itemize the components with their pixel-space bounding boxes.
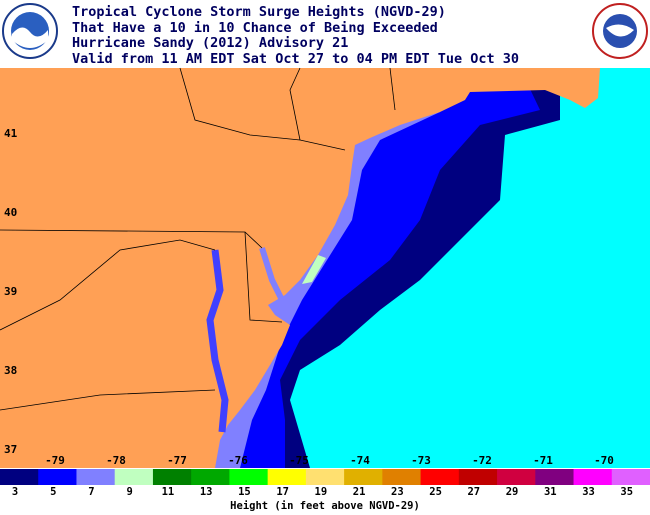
surge-band-highest — [302, 255, 326, 284]
longitude-label: -70 — [594, 454, 614, 467]
legend-swatch — [152, 469, 192, 485]
chesapeake-bay — [206, 249, 229, 433]
legend-label: 35 — [620, 486, 633, 498]
noaa-logo — [2, 3, 58, 59]
legend-swatch — [305, 469, 345, 485]
legend-swatch — [458, 469, 498, 485]
state-borders — [0, 67, 396, 411]
legend-title: Height (in feet above NGVD-29) — [230, 500, 420, 512]
legend-label: 17 — [276, 486, 289, 498]
latitude-label: 40 — [4, 206, 17, 219]
legend-swatch — [573, 469, 613, 485]
legend: 3 5 7 9 11 13 15 17 19 21 23 25 27 29 31 33 35 — [0, 469, 650, 498]
legend-swatch — [114, 469, 154, 485]
legend-swatch — [382, 469, 422, 485]
legend-label: 15 — [238, 486, 251, 498]
legend-label: 31 — [544, 486, 557, 498]
legend-swatch — [229, 469, 269, 485]
legend-label: 29 — [506, 486, 519, 498]
legend-label: 21 — [353, 486, 366, 498]
axis-labels: 41 40 39 38 37 -79 -78 -77 -76 -75 -74 -73 -72 -71 -70 — [4, 127, 614, 467]
latitude-label: 38 — [4, 364, 17, 377]
title-line: Tropical Cyclone Storm Surge Heights (NG… — [72, 4, 446, 20]
legend-swatch — [611, 469, 650, 485]
legend-label: 19 — [315, 486, 328, 498]
latitude-label: 41 — [4, 127, 18, 140]
latitude-label: 39 — [4, 285, 17, 298]
title-line: Hurricane Sandy (2012) Advisory 21 — [72, 35, 348, 51]
land — [0, 68, 600, 468]
longitude-label: -71 — [533, 454, 553, 467]
legend-label: 3 — [12, 486, 18, 498]
delaware-bay — [259, 247, 285, 302]
longitude-label: -76 — [228, 454, 248, 467]
legend-swatch — [76, 469, 116, 485]
nws-logo — [592, 3, 648, 59]
legend-label: 13 — [200, 486, 213, 498]
legend-label: 33 — [582, 486, 595, 498]
title-line: Valid from 11 AM EDT Sat Oct 27 to 04 PM… — [72, 51, 519, 67]
legend-label: 23 — [391, 486, 404, 498]
legend-swatch — [191, 469, 230, 485]
legend-label: 9 — [127, 486, 133, 498]
map — [0, 67, 650, 468]
longitude-label: -74 — [350, 454, 370, 467]
longitude-label: -79 — [45, 454, 65, 467]
longitude-label: -77 — [167, 454, 187, 467]
legend-swatch — [497, 469, 536, 485]
legend-label: 25 — [429, 486, 442, 498]
legend-swatch — [0, 469, 39, 485]
legend-swatch — [38, 469, 77, 485]
longitude-label: -78 — [106, 454, 126, 467]
legend-label: 11 — [162, 486, 175, 498]
legend-swatch — [420, 469, 460, 485]
legend-swatch — [535, 469, 575, 485]
legend-label: 27 — [467, 486, 480, 498]
longitude-label: -75 — [289, 454, 309, 467]
title-line: That Have a 10 in 10 Chance of Being Exc… — [72, 20, 438, 36]
legend-swatch — [344, 469, 383, 485]
legend-label: 7 — [88, 486, 94, 498]
legend-swatch — [267, 469, 307, 485]
legend-label: 5 — [50, 486, 56, 498]
longitude-label: -72 — [472, 454, 492, 467]
longitude-label: -73 — [411, 454, 431, 467]
latitude-label: 37 — [4, 443, 17, 456]
